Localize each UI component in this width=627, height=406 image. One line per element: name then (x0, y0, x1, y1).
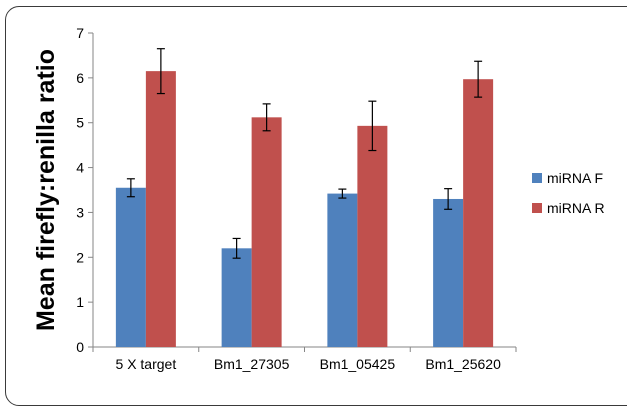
y-tick-label: 3 (76, 204, 84, 220)
x-tick-label: 5 X target (116, 356, 177, 372)
y-tick-label: 1 (76, 294, 84, 310)
legend: miRNA F miRNA R (532, 170, 605, 216)
y-axis-label-group: Mean firefly:renilla ratio (32, 49, 60, 331)
error-bars (126, 48, 483, 259)
bars (115, 71, 494, 348)
x-tick-label: Bm1_25620 (425, 356, 501, 372)
x-tick-label: Bm1_05425 (320, 356, 396, 372)
y-tick-label: 0 (76, 339, 84, 355)
bar (357, 125, 388, 348)
y-tick-label: 7 (76, 25, 84, 41)
legend-label: miRNA R (547, 200, 605, 216)
bar (115, 187, 146, 347)
y-tick-label: 5 (76, 115, 84, 131)
y-tick-label: 6 (76, 70, 84, 86)
y-axis-label: Mean firefly:renilla ratio (32, 49, 60, 331)
x-tick-labels: 5 X target Bm1_27305 Bm1_05425 Bm1_25620 (116, 356, 502, 372)
bar (145, 71, 176, 347)
legend-label: miRNA F (547, 170, 603, 186)
bar (327, 193, 358, 347)
bar (463, 79, 494, 348)
bar (433, 198, 464, 347)
bar (221, 248, 252, 347)
y-tick-labels: 0 1 2 3 4 5 6 7 (76, 25, 84, 355)
bar-chart: Mean firefly:renilla ratio 5 X target Bm1… (32, 25, 605, 372)
y-tick-label: 2 (76, 249, 84, 265)
legend-swatch (532, 203, 542, 213)
bar (251, 117, 282, 348)
y-tick-label: 4 (76, 160, 84, 176)
legend-swatch (532, 173, 542, 183)
x-tick-label: Bm1_27305 (214, 356, 290, 372)
